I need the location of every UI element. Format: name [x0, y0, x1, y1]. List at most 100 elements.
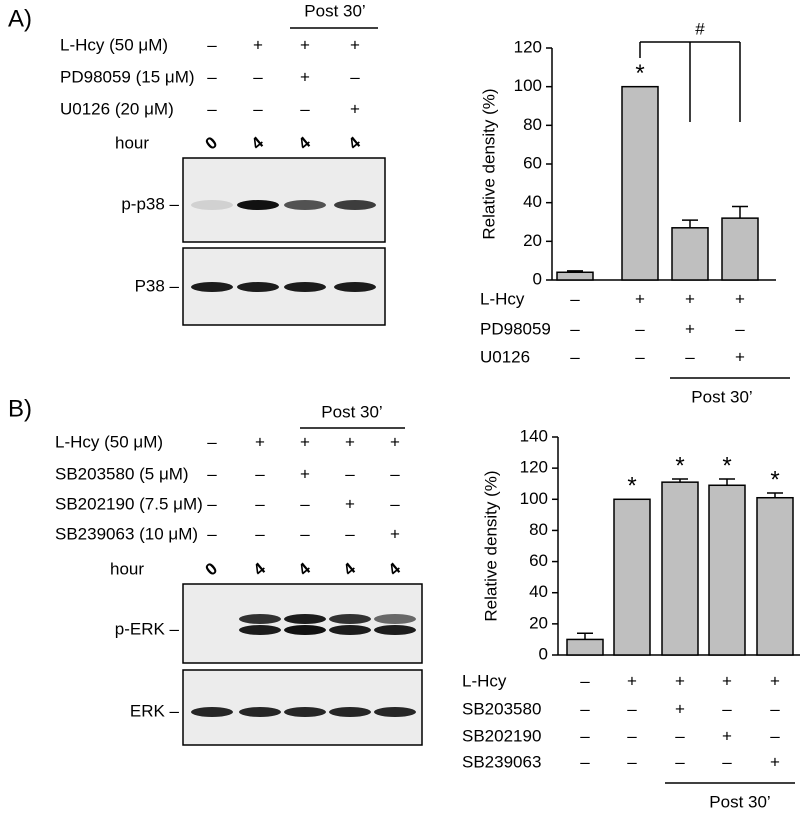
panel-label: A) — [8, 5, 32, 32]
band — [334, 282, 376, 292]
bar — [621, 85, 659, 281]
y-tick-label: 100 — [514, 76, 542, 95]
condition-mark: + — [345, 494, 355, 513]
hour-value: 4 — [295, 133, 315, 154]
star-label: * — [722, 452, 731, 479]
band — [191, 282, 233, 292]
condition-mark: – — [207, 432, 217, 451]
error-bar — [719, 478, 735, 486]
condition-mark: – — [207, 524, 217, 543]
y-tick-label: 20 — [523, 231, 542, 250]
band — [239, 625, 281, 635]
y-tick-label: 120 — [514, 37, 542, 56]
bar — [613, 498, 651, 656]
band — [191, 200, 233, 210]
blot — [182, 157, 386, 243]
panel-label: B) — [8, 395, 32, 422]
hour-value: 4 — [295, 559, 315, 580]
condition-mark: + — [390, 524, 400, 543]
treatment-mark: + — [735, 347, 745, 366]
error-bar — [732, 205, 748, 219]
bar — [566, 638, 604, 656]
hour-label: hour — [115, 133, 149, 152]
condition-mark: + — [300, 67, 310, 86]
star-label: * — [675, 452, 684, 479]
star-label: * — [635, 60, 644, 87]
condition-mark: – — [207, 35, 217, 54]
group-label: Post 30’ — [321, 402, 382, 421]
band-label: ERK – — [130, 701, 180, 720]
treatment-mark: – — [627, 699, 637, 718]
condition-name: U0126 (20 μM) — [60, 99, 174, 118]
y-tick-label: 60 — [529, 551, 548, 570]
error-bar — [567, 270, 583, 273]
error-bar — [682, 219, 698, 228]
y-axis-label: Relative density (%) — [479, 88, 498, 239]
condition-mark: – — [390, 494, 400, 513]
y-tick-label: 120 — [520, 458, 548, 477]
treatment-mark: – — [735, 319, 745, 338]
treatment-mark: – — [580, 726, 590, 745]
treatment-mark: + — [635, 289, 645, 308]
band — [237, 200, 279, 210]
treatment-name: L-Hcy — [480, 289, 525, 308]
treatment-mark: – — [770, 726, 780, 745]
treatment-mark: + — [685, 319, 695, 338]
condition-mark: + — [300, 432, 310, 451]
condition-mark: + — [345, 432, 355, 451]
y-tick-label: 80 — [529, 520, 548, 539]
band — [334, 200, 376, 210]
bar — [556, 271, 594, 281]
treatment-mark: – — [722, 752, 732, 771]
band — [374, 707, 416, 717]
condition-mark: – — [390, 464, 400, 483]
band-label: p-p38 – — [121, 194, 179, 213]
treatment-mark: – — [635, 319, 645, 338]
treatment-name: PD98059 — [480, 319, 551, 338]
condition-mark: – — [253, 67, 263, 86]
condition-mark: + — [300, 35, 310, 54]
condition-mark: – — [350, 67, 360, 86]
band — [191, 707, 233, 717]
treatment-mark: + — [735, 289, 745, 308]
group-label: Post 30’ — [304, 1, 365, 20]
treatment-mark: – — [627, 752, 637, 771]
treatment-mark: + — [770, 671, 780, 690]
band — [329, 614, 371, 624]
hour-value: 4 — [248, 133, 268, 154]
condition-mark: + — [253, 35, 263, 54]
band — [329, 625, 371, 635]
error-bar — [672, 478, 688, 483]
band — [374, 625, 416, 635]
condition-mark: + — [390, 432, 400, 451]
band — [239, 614, 281, 624]
treatment-mark: – — [570, 319, 580, 338]
treatment-mark: – — [635, 347, 645, 366]
bar — [756, 496, 794, 656]
y-tick-label: 0 — [539, 644, 548, 663]
band — [284, 614, 326, 624]
band — [284, 625, 326, 635]
y-tick-label: 100 — [520, 489, 548, 508]
condition-name: SB239063 (10 μM) — [55, 524, 198, 543]
treatment-name: SB202190 — [462, 726, 541, 745]
treatment-name: SB239063 — [462, 752, 541, 771]
band — [237, 282, 279, 292]
treatment-mark: – — [570, 289, 580, 308]
condition-mark: – — [255, 524, 265, 543]
treatment-name: U0126 — [480, 347, 530, 366]
condition-mark: + — [255, 432, 265, 451]
bar — [661, 481, 699, 656]
bracket-label: # — [695, 19, 705, 38]
treatment-mark: – — [675, 726, 685, 745]
treatment-mark: – — [580, 671, 590, 690]
treatment-mark: – — [722, 699, 732, 718]
error-bar — [767, 492, 783, 498]
hour-label: hour — [110, 559, 144, 578]
treatment-mark: – — [570, 347, 580, 366]
hour-value: 4 — [345, 133, 365, 154]
y-tick-label: 140 — [520, 426, 548, 445]
band — [239, 707, 281, 717]
star-label: * — [770, 466, 779, 493]
